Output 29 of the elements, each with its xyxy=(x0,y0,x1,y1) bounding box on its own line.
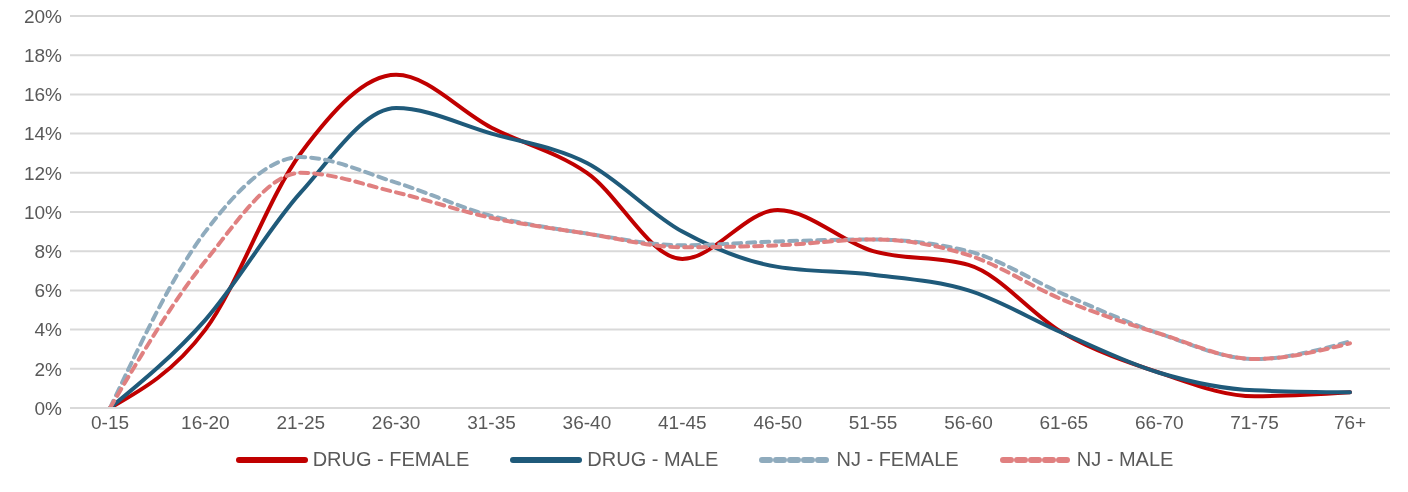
x-tick-label: 16-20 xyxy=(181,412,230,434)
x-tick-label: 41-45 xyxy=(658,412,707,434)
y-tick-label: 14% xyxy=(23,123,63,145)
x-tick-label: 76+ xyxy=(1333,412,1367,434)
x-tick-label: 71-75 xyxy=(1230,412,1279,434)
x-tick-label: 21-25 xyxy=(276,412,326,434)
y-tick-label: 0% xyxy=(34,397,63,419)
x-tick-label: 36-40 xyxy=(562,412,612,434)
x-tick-label: 61-65 xyxy=(1039,412,1089,434)
legend-label: DRUG - FEMALE xyxy=(312,448,470,471)
y-tick-label: 10% xyxy=(23,201,63,223)
y-tick-label: 8% xyxy=(34,240,63,262)
legend-label: NJ - MALE xyxy=(1076,448,1174,471)
x-tick-label: 0-15 xyxy=(90,412,130,434)
legend-label: DRUG - MALE xyxy=(587,448,719,471)
y-tick-label: 20% xyxy=(23,5,63,27)
x-tick-label: 66-70 xyxy=(1134,412,1184,434)
y-tick-label: 2% xyxy=(34,358,63,380)
y-tick-label: 6% xyxy=(34,280,63,302)
x-tick-label: 26-30 xyxy=(371,412,421,434)
x-tick-label: 56-60 xyxy=(944,412,993,434)
x-tick-label: 46-50 xyxy=(753,412,802,434)
x-tick-label: 51-55 xyxy=(848,412,898,434)
y-tick-label: 4% xyxy=(34,319,63,341)
x-tick-label: 31-35 xyxy=(467,412,516,434)
y-tick-label: 16% xyxy=(23,84,63,106)
y-tick-label: 12% xyxy=(23,162,63,184)
y-tick-label: 18% xyxy=(23,44,63,66)
legend-label: NJ - FEMALE xyxy=(836,448,959,471)
